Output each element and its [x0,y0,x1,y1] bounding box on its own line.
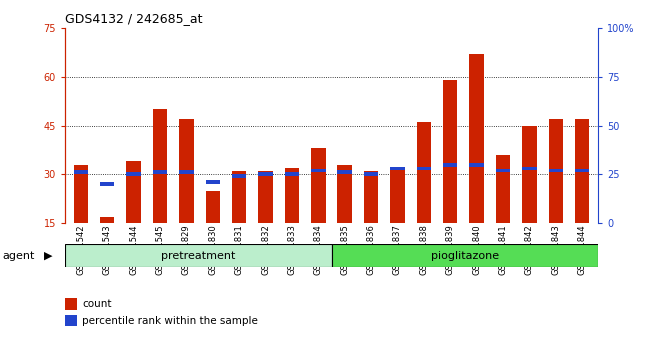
Bar [126,172,141,176]
Text: count: count [82,299,111,309]
Bar [285,168,299,223]
Bar [100,217,114,223]
Bar [285,172,299,176]
Text: ▶: ▶ [44,251,53,261]
Bar [549,169,563,172]
Bar [65,244,332,267]
Bar [469,163,484,167]
Text: GDS4132 / 242685_at: GDS4132 / 242685_at [65,12,203,25]
Bar [364,172,378,176]
Bar [522,126,537,223]
Bar [417,122,431,223]
Bar [100,182,114,186]
Bar [575,169,590,172]
Text: pioglitazone: pioglitazone [431,251,499,261]
Bar [443,80,458,223]
Bar [73,165,88,223]
Bar [549,119,563,223]
Bar [311,148,326,223]
Bar [337,171,352,175]
Text: percentile rank within the sample: percentile rank within the sample [82,316,258,326]
Bar [390,168,405,223]
Bar [179,171,194,175]
Bar [232,171,246,223]
Bar [469,54,484,223]
Bar [73,171,88,175]
Text: agent: agent [3,251,35,261]
Bar [232,175,246,178]
Bar [179,119,194,223]
Bar [496,155,510,223]
Text: pretreatment: pretreatment [161,251,235,261]
Bar [153,109,167,223]
Bar [153,171,167,175]
Bar [332,244,598,267]
Bar [496,169,510,172]
Bar [126,161,141,223]
Bar [364,171,378,223]
Bar [575,119,590,223]
Bar [258,172,273,176]
Bar [205,190,220,223]
Bar [258,171,273,223]
Bar [522,167,537,171]
Bar [205,180,220,184]
Bar [417,167,431,171]
Bar [311,169,326,172]
Bar [443,163,458,167]
Bar [390,167,405,171]
Bar [337,165,352,223]
